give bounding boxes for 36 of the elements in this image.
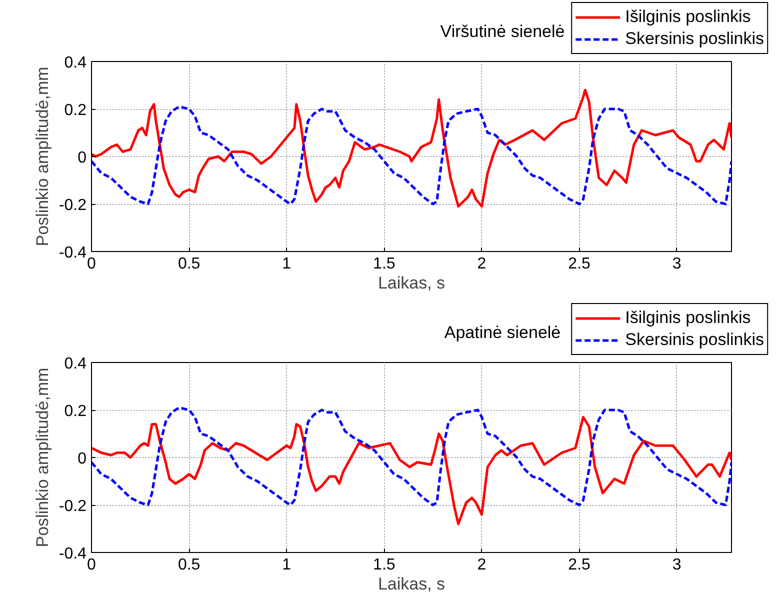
- x-tick-label: 1: [282, 556, 292, 574]
- x-tick-label: 1: [282, 256, 292, 272]
- legend-label: Išilginis poslinkis: [625, 307, 751, 329]
- y-tick-label: 0.4: [64, 54, 87, 72]
- legend-label: Skersinis poslinkis: [625, 28, 764, 50]
- y-tick-label: 0.4: [64, 356, 87, 372]
- x-axis-title: Laikas, s: [378, 274, 446, 292]
- legend-label: Skersinis poslinkis: [625, 329, 764, 351]
- y-axis-title: Poslinkio amplitudė,mm: [32, 66, 52, 246]
- x-tick-label: 3: [672, 256, 682, 272]
- y-tick-label: -0.4: [58, 244, 87, 262]
- chart-title: Apatinė sienelė: [444, 323, 561, 342]
- y-tick-label: 0.2: [64, 102, 87, 119]
- x-tick-label: 2.5: [568, 256, 591, 272]
- x-tick-label: 2.5: [568, 556, 591, 574]
- x-tick-label: 0.5: [178, 556, 200, 574]
- x-tick-label: 2: [477, 556, 486, 574]
- x-tick-label: 2: [477, 256, 486, 272]
- line-series: [92, 105, 732, 206]
- y-tick-label: 0.2: [64, 403, 87, 420]
- x-tick-label: 0.5: [178, 256, 200, 272]
- y-tick-label: -0.2: [58, 197, 87, 214]
- line-series: [92, 406, 732, 506]
- x-tick-label: 1.5: [373, 556, 396, 574]
- y-tick-label: 0: [78, 450, 87, 468]
- y-axis-title: Poslinkio amplitudė,mm: [32, 368, 52, 548]
- x-tick-label: 3: [672, 556, 682, 574]
- x-axis-title: Laikas, s: [378, 574, 446, 594]
- y-tick-label: -0.2: [58, 498, 87, 515]
- legend-label: Išilginis poslinkis: [625, 6, 751, 28]
- line-series: [92, 88, 732, 208]
- x-tick-label: 1.5: [373, 256, 396, 272]
- line-series: [92, 416, 732, 526]
- y-tick-label: -0.4: [58, 546, 87, 562]
- y-tick-label: 0: [78, 150, 87, 166]
- chart-title: Viršutinė sienelė: [440, 22, 565, 41]
